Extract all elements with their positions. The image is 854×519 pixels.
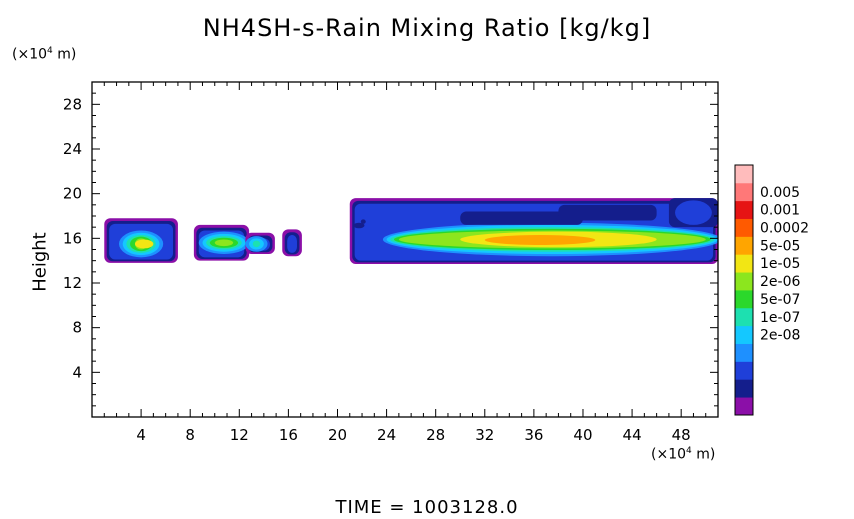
colorbar-label: 0.001 <box>760 203 800 219</box>
x-tick-label: 24 <box>377 426 396 444</box>
colorbar-label: 1e-07 <box>760 310 800 326</box>
colorbar-swatch <box>735 254 753 273</box>
colorbar-swatch <box>735 307 753 327</box>
x-tick-label: 4 <box>136 426 146 444</box>
colorbar-swatch <box>735 343 753 362</box>
cloud-layer <box>460 211 583 225</box>
colorbar-swatch <box>735 325 753 344</box>
y-tick-label: 8 <box>72 319 82 337</box>
colorbar-label: 1e-05 <box>760 256 800 272</box>
colorbar-swatch <box>735 272 753 291</box>
y-tick-label: 16 <box>63 229 82 247</box>
y-tick-label: 20 <box>63 185 82 203</box>
cloud-layer <box>252 240 261 248</box>
colorbar-label: 0.005 <box>760 185 800 201</box>
cloud-core <box>484 234 596 246</box>
colorbar-swatch <box>735 236 753 255</box>
x-tick-label: 12 <box>230 426 249 444</box>
colorbar-label: 5e-05 <box>760 238 800 254</box>
colorbar-swatch <box>735 361 753 380</box>
colorbar-swatch <box>735 379 753 398</box>
cloud-layer <box>675 200 712 225</box>
colorbar-swatch <box>735 165 753 184</box>
x-axis-unit: (×104 m) <box>651 446 716 463</box>
chart-title: NH4SH-s-Rain Mixing Ratio [kg/kg] <box>202 14 652 42</box>
colorbar-label: 5e-07 <box>760 292 800 308</box>
cloud-core <box>134 239 154 249</box>
y-tick-label: 24 <box>63 140 82 158</box>
colorbar-swatch <box>735 182 753 202</box>
cloud-fragment <box>360 219 366 224</box>
x-tick-label: 44 <box>623 426 642 444</box>
x-tick-label: 28 <box>426 426 445 444</box>
x-tick-label: 16 <box>279 426 298 444</box>
time-label: TIME = 1003128.0 <box>335 497 519 518</box>
y-tick-label: 4 <box>72 363 82 381</box>
colorbar-swatch <box>735 397 753 416</box>
x-tick-label: 36 <box>524 426 543 444</box>
y-tick-label: 28 <box>63 95 82 113</box>
cloud-fragment <box>353 222 365 229</box>
x-tick-label: 8 <box>185 426 195 444</box>
cloud-field <box>104 198 718 265</box>
colorbar-swatch <box>735 290 753 309</box>
cloud-layer <box>287 234 297 253</box>
colorbar-frame <box>734 164 754 416</box>
colorbar-swatch <box>735 200 753 219</box>
colorbar-label: 0.0002 <box>760 221 809 237</box>
y-tick-label: 12 <box>63 274 82 292</box>
x-tick-label: 40 <box>573 426 592 444</box>
x-tick-label: 32 <box>475 426 494 444</box>
colorbar-label: 2e-06 <box>760 274 800 290</box>
colorbar-swatch <box>735 218 753 237</box>
colorbar-label: 2e-08 <box>760 328 800 344</box>
cloud-core <box>214 239 234 247</box>
x-tick-label: 48 <box>672 426 691 444</box>
y-axis-unit: (×104 m) <box>12 46 77 63</box>
x-tick-label: 20 <box>328 426 347 444</box>
cloud-layer <box>558 204 657 221</box>
